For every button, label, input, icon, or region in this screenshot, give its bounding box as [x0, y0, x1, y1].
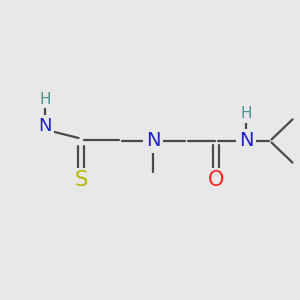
Text: N: N — [38, 117, 52, 135]
Text: S: S — [74, 170, 88, 190]
Text: N: N — [146, 131, 160, 151]
Text: O: O — [208, 170, 224, 190]
Text: H: H — [39, 92, 51, 106]
Text: N: N — [239, 131, 253, 151]
Text: H: H — [240, 106, 252, 122]
